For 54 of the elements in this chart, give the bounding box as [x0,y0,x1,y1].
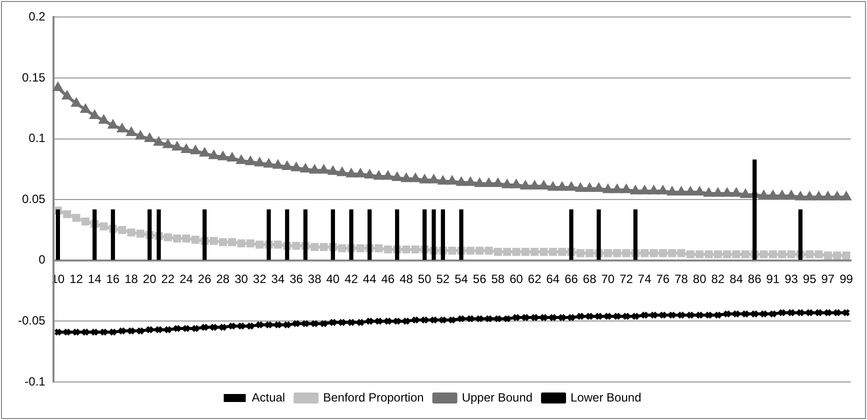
x-tick-label: 40 [326,272,340,286]
x-tick-label: 72 [620,272,634,286]
x-tick-label: 56 [472,272,487,286]
x-tick-label: 38 [308,272,322,286]
x-tick-label: 76 [656,272,670,286]
x-tick-label: 12 [70,272,84,286]
x-tick-label: 66 [564,272,578,286]
x-tick-label: 95 [802,272,817,286]
x-tick-label: 36 [290,272,304,286]
x-tick-label: 18 [124,272,138,286]
y-tick-label: 0.1 [28,131,46,146]
x-tick-label: 34 [271,272,285,286]
y-tick-label: 0.05 [22,192,46,206]
y-tick-label: 0.2 [28,10,46,24]
x-tick-label: 91 [766,272,780,286]
x-tick-label: 42 [344,272,358,286]
legend-label: Lower Bound [570,390,642,404]
x-tick-label: 84 [730,272,744,286]
x-tick-label: 26 [198,272,212,286]
x-tick-label: 93 [784,272,798,286]
x-tick-label: 97 [821,272,835,286]
x-tick-label: 60 [510,272,524,286]
x-tick-label: 68 [582,272,597,286]
x-tick-label: 82 [711,272,725,286]
x-tick-label: 52 [436,272,450,286]
x-tick-label: 64 [546,272,560,286]
x-tick-label: 70 [601,272,615,286]
x-tick-label: 24 [180,272,194,286]
y-tick-label: 0.15 [22,70,46,84]
legend-label: Upper Bound [462,390,533,404]
y-tick-label: -0.1 [24,374,46,388]
x-tick-label: 80 [692,272,707,286]
x-tick-label: 62 [528,272,542,286]
x-tick-label: 78 [674,272,688,286]
x-tick-label: 99 [840,272,854,286]
y-tick-label: -0.05 [18,314,46,328]
x-tick-label: 28 [216,272,230,286]
y-tick-label: 0 [38,252,46,267]
x-tick-label: 74 [638,272,652,286]
x-tick-label: 86 [748,272,762,286]
x-tick-label: 30 [234,272,248,286]
x-tick-label: 32 [252,272,267,286]
x-tick-label: 54 [454,272,468,286]
x-tick-label: 16 [106,272,120,286]
x-tick-label: 46 [381,272,395,286]
x-tick-label: 50 [418,272,432,286]
x-tick-label: 44 [362,272,377,286]
x-tick-label: 22 [161,272,175,286]
legend-label: Actual [252,390,286,404]
x-tick-label: 20 [142,272,157,286]
x-tick-label: 58 [491,272,505,286]
legend-label: Benford Proportion [323,390,424,404]
x-tick-label: 48 [400,272,414,286]
x-tick-label: 14 [88,272,102,286]
